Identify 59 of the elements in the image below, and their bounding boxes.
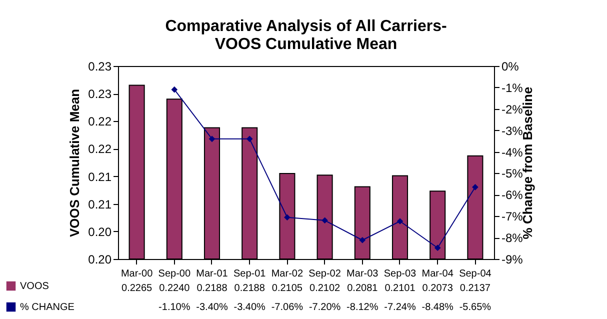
data-label: 0.2073 xyxy=(422,283,454,294)
y2-tick-label: -4% xyxy=(502,145,524,160)
x-tick-label: Sep-00 xyxy=(158,268,191,280)
data-label: 0.2102 xyxy=(310,283,341,294)
data-label: 0.2105 xyxy=(272,283,303,294)
point xyxy=(284,214,290,221)
x-tick-label: Mar-04 xyxy=(422,268,454,280)
data-label: -1.10% xyxy=(158,302,190,313)
point xyxy=(171,86,178,93)
chart-title: Comparative Analysis of All Carriers- VOOS Cumulative Mean xyxy=(165,18,447,53)
data-label: -5.65% xyxy=(459,302,492,313)
x-tick-label: Mar-00 xyxy=(120,268,154,280)
x-tick-label: Sep-02 xyxy=(308,268,342,280)
y-tick-label: 0.21 xyxy=(88,170,112,184)
y-tick-label: 0.23 xyxy=(88,60,112,74)
data-label: -8.48% xyxy=(422,302,454,313)
point xyxy=(208,136,216,142)
y-tick-label: 0.22 xyxy=(88,142,112,156)
data-label: 0.2081 xyxy=(347,283,378,294)
y2-tick-label: -3% xyxy=(502,124,524,138)
x-tick-label: Mar-02 xyxy=(271,268,304,280)
data-label: 0.2137 xyxy=(460,283,491,294)
data-label: 0.2188 xyxy=(234,283,266,294)
data-label: -3.40% xyxy=(234,302,266,313)
data-label: -8.12% xyxy=(346,302,378,313)
data-label: 0.2101 xyxy=(384,283,416,294)
point xyxy=(246,136,253,142)
y2-tick-label: -6% xyxy=(502,188,524,202)
x-tick-label: Sep-01 xyxy=(233,268,266,280)
x-tick-label: Mar-01 xyxy=(196,268,228,280)
y-tick-label: 0.20 xyxy=(88,252,112,266)
data-label: 0.2265 xyxy=(122,283,153,294)
y2-tick-label: -1% xyxy=(502,80,524,95)
y-axis-title: VOOS Cumulative Mean xyxy=(67,88,82,238)
data-label: 0.2240 xyxy=(159,283,190,294)
legend-label: VOOS xyxy=(20,281,50,292)
data-label: -7.20% xyxy=(308,302,341,313)
y-tick-label: 0.21 xyxy=(88,197,112,212)
point xyxy=(472,184,478,190)
point xyxy=(322,217,328,224)
y-tick-label: 0.20 xyxy=(88,224,112,239)
data-label: -7.06% xyxy=(271,302,304,313)
data-label: -7.24% xyxy=(384,302,416,313)
y-tick-label: 0.23 xyxy=(88,87,112,102)
y2-tick-label: -9% xyxy=(502,252,524,266)
legend-label: % CHANGE xyxy=(20,302,75,313)
x-tick-label: Sep-04 xyxy=(459,268,492,280)
y2-tick-label: -7% xyxy=(502,210,524,224)
data-label: -3.40% xyxy=(196,302,228,313)
point xyxy=(434,244,441,252)
x-tick-label: Sep-03 xyxy=(384,268,417,280)
x-tick-label: Mar-03 xyxy=(346,268,379,280)
y2-tick-label: -5% xyxy=(502,166,524,181)
point xyxy=(396,218,404,224)
y-tick-label: 0.22 xyxy=(88,114,112,129)
point xyxy=(359,236,366,244)
data-label: 0.2188 xyxy=(196,283,228,294)
y2-tick-label: 0% xyxy=(502,60,520,74)
y2-tick-label: -2% xyxy=(502,102,524,116)
